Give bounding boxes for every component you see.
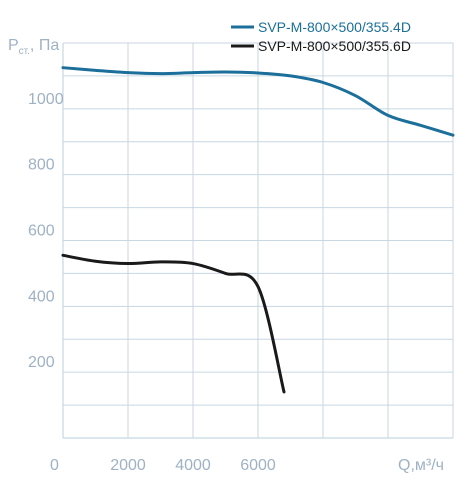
- grid: [62, 42, 454, 439]
- x-tick-labels: 0 2000 4000 6000: [50, 457, 276, 474]
- x-tick-label: 0: [50, 457, 59, 474]
- x-axis-label: Q,м³/ч: [398, 457, 444, 474]
- y-tick-label: 600: [28, 223, 55, 240]
- y-tick-label: 800: [28, 157, 55, 174]
- series-lines: [61, 66, 455, 394]
- x-tick-label: 6000: [240, 457, 276, 474]
- x-tick-label: 2000: [110, 457, 146, 474]
- legend: SVP-M-800×500/355.4D SVP-M-800×500/355.6D: [231, 19, 411, 54]
- y-axis-label: Pст., Па: [8, 37, 59, 57]
- x-tick-label: 4000: [175, 457, 211, 474]
- y-tick-label: 200: [28, 354, 55, 371]
- legend-label: SVP-M-800×500/355.6D: [258, 38, 411, 54]
- y-tick-labels: 200 400 600 800 1000: [28, 91, 64, 371]
- series-line-1: [61, 66, 455, 137]
- series-line-2: [61, 253, 286, 394]
- y-tick-label: 1000: [28, 91, 64, 108]
- y-tick-label: 400: [28, 288, 55, 305]
- legend-label: SVP-M-800×500/355.4D: [258, 19, 411, 35]
